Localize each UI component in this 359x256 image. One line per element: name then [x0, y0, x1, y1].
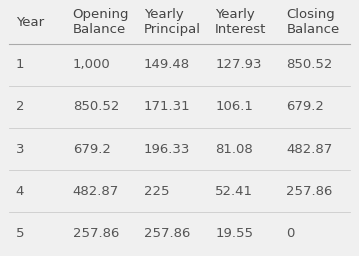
Text: 106.1: 106.1	[215, 100, 253, 113]
Text: 1: 1	[16, 58, 24, 71]
Text: 81.08: 81.08	[215, 143, 253, 156]
Text: 127.93: 127.93	[215, 58, 262, 71]
Text: Yearly
Principal: Yearly Principal	[144, 8, 201, 37]
Text: 0: 0	[286, 227, 295, 240]
Text: 196.33: 196.33	[144, 143, 190, 156]
Text: 482.87: 482.87	[73, 185, 119, 198]
Text: 171.31: 171.31	[144, 100, 191, 113]
Text: 850.52: 850.52	[286, 58, 333, 71]
Text: 679.2: 679.2	[73, 143, 111, 156]
Text: Closing
Balance: Closing Balance	[286, 8, 340, 37]
Text: 1,000: 1,000	[73, 58, 110, 71]
Text: 19.55: 19.55	[215, 227, 253, 240]
Text: 257.86: 257.86	[286, 185, 333, 198]
Text: 4: 4	[16, 185, 24, 198]
Text: 850.52: 850.52	[73, 100, 119, 113]
Text: 52.41: 52.41	[215, 185, 253, 198]
Text: 149.48: 149.48	[144, 58, 190, 71]
Text: Yearly
Interest: Yearly Interest	[215, 8, 266, 37]
Text: 225: 225	[144, 185, 169, 198]
Text: 5: 5	[16, 227, 24, 240]
Text: Year: Year	[16, 16, 44, 29]
Text: 257.86: 257.86	[144, 227, 190, 240]
Text: 257.86: 257.86	[73, 227, 119, 240]
Text: 2: 2	[16, 100, 24, 113]
Text: Opening
Balance: Opening Balance	[73, 8, 129, 37]
Text: 482.87: 482.87	[286, 143, 333, 156]
Text: 679.2: 679.2	[286, 100, 324, 113]
Text: 3: 3	[16, 143, 24, 156]
